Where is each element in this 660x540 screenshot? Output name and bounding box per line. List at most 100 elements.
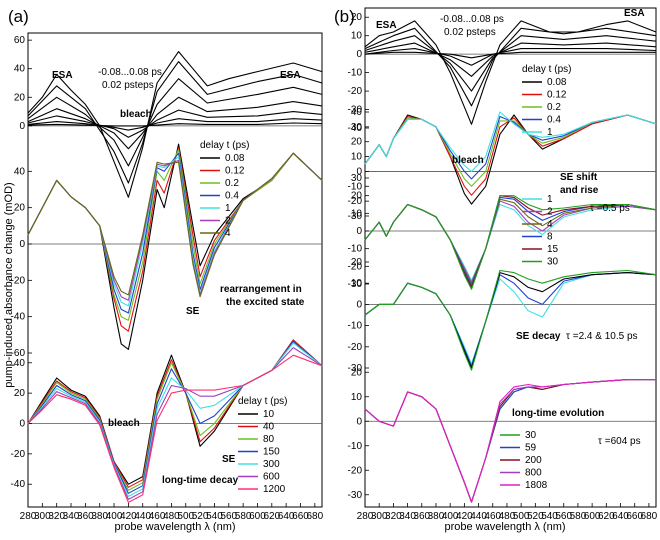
- y-tick-label: -10: [348, 321, 363, 332]
- y-tick-label: -20: [348, 196, 363, 207]
- annot-a-top-bleach: bleach: [120, 109, 152, 120]
- series-line-30: [364, 195, 657, 290]
- panel-label-b: (b): [334, 7, 355, 26]
- x-ticks-a: 2803003203403603804004204404604805005205…: [20, 503, 324, 522]
- x-tick-label-b: 380: [428, 511, 445, 522]
- x-tick-label-a: 340: [63, 511, 80, 522]
- y-tick-label: 0: [19, 239, 25, 250]
- annot-b-2-tau: τ =0.5 ps: [590, 203, 630, 214]
- y-tick-label: 0: [19, 419, 25, 430]
- series-line-1: [27, 152, 323, 307]
- series-line-c3: [364, 42, 657, 77]
- plot-frame-b: [364, 7, 657, 508]
- series-line-0.12: [364, 114, 657, 196]
- legend-label-1200: 1200: [263, 484, 286, 495]
- x-tick-label-a: 660: [292, 511, 309, 522]
- y-tick-label: 20: [14, 92, 26, 103]
- x-tick-label-a: 380: [91, 511, 108, 522]
- x-tick-label-b: 620: [598, 511, 615, 522]
- y-tick-label: 10: [351, 31, 363, 42]
- x-tick-label-b: 600: [584, 511, 601, 522]
- y-tick-label: 60: [14, 35, 26, 46]
- series-line-2.4: [364, 272, 657, 365]
- x-tick-label-a: 300: [34, 511, 51, 522]
- panel-label-a: (a): [8, 7, 29, 26]
- y-tick-label: 20: [351, 137, 363, 148]
- y-tick-label: 10: [351, 392, 363, 403]
- legend-label-40: 40: [263, 422, 275, 433]
- x-tick-label-b: 280: [357, 511, 374, 522]
- legend-label-1: 1: [547, 194, 553, 205]
- legend-label-1808: 1808: [525, 480, 548, 491]
- legend-label-800: 800: [525, 468, 542, 479]
- series-line-c4: [27, 96, 323, 150]
- y-tick-label: -30: [348, 105, 363, 116]
- series-line-30: [364, 269, 657, 371]
- annot-a-mid-se: SE: [186, 306, 200, 317]
- legend-title: delay t (ps): [522, 64, 571, 75]
- annot-b-3-tau: τ =2.4 & 10.5 ps: [566, 331, 638, 342]
- annot-a-mid-rearrangement-1: rearrangement in: [220, 284, 302, 295]
- y-tick-label: -10: [348, 441, 363, 452]
- x-tick-label-b: 460: [484, 511, 501, 522]
- x-tick-label-b: 340: [399, 511, 416, 522]
- y-tick-label: -20: [348, 86, 363, 97]
- x-tick-label-b: 540: [541, 511, 558, 522]
- y-tick-label: 40: [14, 166, 26, 177]
- y-tick-label: -40: [348, 123, 363, 134]
- legend-label-0.4: 0.4: [225, 191, 239, 202]
- x-axis-title-a: probe wavelength λ (nm): [114, 521, 235, 533]
- x-tick-label-b: 560: [555, 511, 572, 522]
- y-tick-label: -10: [348, 68, 363, 79]
- series-line-c5: [364, 27, 657, 107]
- legend-label-30: 30: [525, 430, 537, 441]
- annot-b-top-esa-right: ESA: [624, 8, 645, 19]
- series-line-0.08: [364, 114, 657, 205]
- y-tick-label: 0: [356, 416, 362, 427]
- legend-label-200: 200: [525, 455, 542, 466]
- legend-label-300: 300: [263, 459, 280, 470]
- annot-b-1-bleach: bleach: [452, 155, 484, 166]
- x-tick-label-a: 680: [306, 511, 323, 522]
- annot-b-top-steps: 0.02 psteps: [444, 27, 496, 38]
- legend-label-2: 2: [547, 207, 553, 218]
- legend-label-0.12: 0.12: [225, 166, 245, 177]
- subplot-a-mid: -60 -40 -20 0 20 40 delay t (ps) 0.08 0.120.2 0.4…: [11, 140, 323, 359]
- series-line-1: [364, 111, 657, 172]
- y-tick-label: 10: [351, 208, 363, 219]
- series-line-c7: [27, 51, 323, 198]
- y-tick-label: -30: [348, 490, 363, 501]
- x-tick-label-a: 280: [20, 511, 37, 522]
- legend-label-0.4: 0.4: [547, 115, 561, 126]
- legend-label-600: 600: [263, 472, 280, 483]
- annot-b-top-esa-left: ESA: [376, 20, 397, 31]
- x-tick-label-b: 580: [570, 511, 587, 522]
- legend-label-10: 10: [263, 409, 275, 420]
- series-line-0.08: [27, 143, 323, 350]
- x-tick-label-a: 480: [163, 511, 180, 522]
- series-line-1200: [27, 354, 323, 503]
- x-tick-label-a: 540: [206, 511, 223, 522]
- series-line-c1: [364, 51, 656, 59]
- x-tick-label-a: 320: [48, 511, 65, 522]
- y-tick-label: -30: [348, 363, 363, 374]
- y-tick-label: 20: [351, 257, 363, 268]
- y-tick-label: 20: [351, 191, 363, 202]
- y-tick-label: 0: [356, 299, 362, 310]
- legend-label-4: 4: [547, 219, 553, 230]
- subplot-b-top: -40 -30 -20 -10 0 10 20: [348, 12, 657, 134]
- x-tick-label-a: 500: [177, 511, 194, 522]
- y-tick-label: -60: [11, 348, 26, 359]
- x-tick-label-a: 440: [134, 511, 151, 522]
- y-tick-label: 20: [351, 12, 363, 23]
- x-tick-label-a: 640: [278, 511, 295, 522]
- legend-label-4: 4: [225, 228, 231, 239]
- y-tick-label: -20: [11, 275, 26, 286]
- y-tick-label: 10: [351, 152, 363, 163]
- legend-label-0.08: 0.08: [547, 77, 567, 88]
- y-tick-label: -10: [348, 181, 363, 192]
- x-tick-label-a: 620: [263, 511, 280, 522]
- annot-a-top-esa-right: ESA: [280, 70, 301, 81]
